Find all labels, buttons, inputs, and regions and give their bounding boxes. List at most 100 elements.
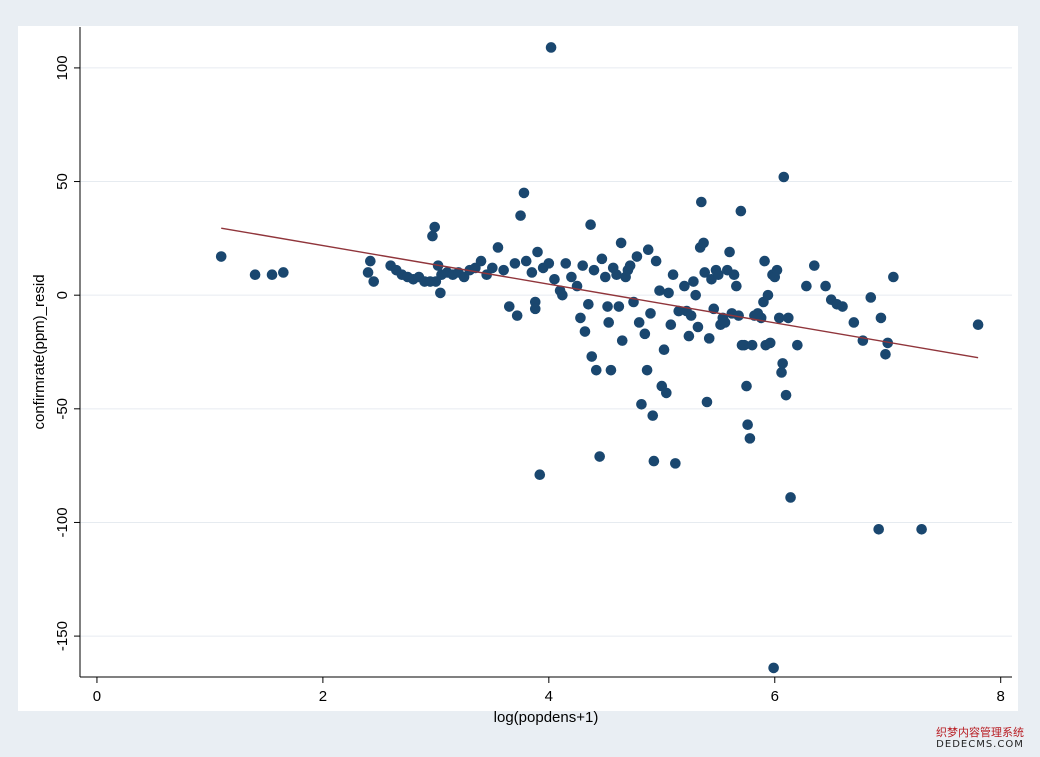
scatter-point [692,321,704,333]
scatter-point [731,280,742,292]
scatter-point [783,312,794,324]
scatter-point [588,264,600,276]
scatter-point [215,251,227,262]
x-tick-label: 8 [997,688,1005,705]
scatter-point [661,387,672,399]
scatter-point [641,364,653,376]
scatter-point [712,269,724,281]
scatter-point [613,301,625,312]
scatter-point [647,410,659,421]
watermark-cn-text: 织梦内容管理系统 [936,726,1024,739]
scatter-point [773,312,785,324]
scatter-point [427,230,438,242]
axes [79,27,1012,678]
scatter-point [650,255,662,267]
scatter-point [972,319,984,331]
scatter-point [498,264,509,276]
x-tick-label: 4 [545,688,553,705]
scatter-point [735,205,747,217]
scatter-point [520,255,532,267]
y-tick-label: -50 [54,398,71,420]
scatter-point [719,317,731,328]
scatter-point [594,451,605,462]
scatter-point [487,262,498,274]
scatter-point [665,319,677,331]
scatter-point [368,276,380,287]
scatter-point [683,330,695,342]
scatter-point [585,219,596,231]
watermark-domain-text: DEDECMS.COM [936,739,1024,750]
x-tick-label: 2 [319,688,327,705]
gridlines [80,67,1012,637]
scatter-point [266,269,278,281]
scatter-point [771,264,783,276]
scatter-point [545,42,557,53]
y-axis-title: confirmrate(ppm)_resid [31,274,48,429]
scatter-point [777,358,788,369]
scatter-point [762,289,774,301]
scatter-point [916,523,927,535]
scatter-point [631,251,643,262]
scatter-point [776,367,787,378]
x-tick-label: 6 [771,688,779,705]
scatter-point [249,269,261,281]
y-tick-label: -150 [54,621,71,651]
scatter-point [278,267,289,278]
scatter-point [518,187,530,199]
scatter-point [848,317,860,328]
plot-region [80,27,1012,677]
scatter-point [509,258,521,269]
ticks: 100 50 0 -50 -100 -150 0 2 4 6 8 [54,55,1005,705]
scatter-point [759,255,770,267]
scatter-point [566,271,577,283]
scatter-point [746,339,758,351]
scatter-point [511,310,523,321]
scatter-point [642,244,654,256]
x-tick-label: 0 [93,688,101,705]
scatter-point [778,171,790,183]
scatter-point [865,292,877,303]
scatter-point [701,396,713,408]
scatter-point [557,289,568,301]
scatter-point [636,398,647,410]
fit-line-layer [221,227,979,359]
data-points [215,42,984,674]
scatter-point [529,303,541,315]
scatter-point [577,260,589,271]
scatter-point [801,280,812,292]
scatter-point [673,305,685,317]
scatter-point [435,287,446,299]
scatter-point [780,389,792,401]
scatter-point [685,310,697,321]
scatter-point [602,301,613,312]
y-tick-label: 100 [54,55,71,80]
scatter-point [645,308,656,319]
scatter-point [837,301,848,312]
scatter-point [639,328,651,340]
fitted-line [221,227,979,359]
scatter-point [526,267,538,278]
y-tick-label: 50 [54,173,71,190]
scatter-point [670,458,681,469]
scatter-point [633,317,645,328]
y-tick-label: 0 [54,291,71,299]
scatter-point [583,298,594,310]
scatter-point [515,210,526,221]
scatter-point [733,310,744,321]
scatter-point [549,273,560,285]
scatter-point [688,276,699,287]
scatter-point [873,523,884,535]
scatter-point [809,260,820,271]
y-tick-label: -100 [54,507,71,537]
scatter-point [365,255,376,267]
scatter-point [703,333,715,344]
scatter-point [724,246,735,258]
scatter-point [888,271,899,283]
scatter-point [875,312,887,324]
scatter-point [679,280,690,292]
scatter-point [534,469,546,481]
scatter-point [699,267,711,278]
scatter-point [596,253,608,265]
scatter-point [728,269,740,281]
